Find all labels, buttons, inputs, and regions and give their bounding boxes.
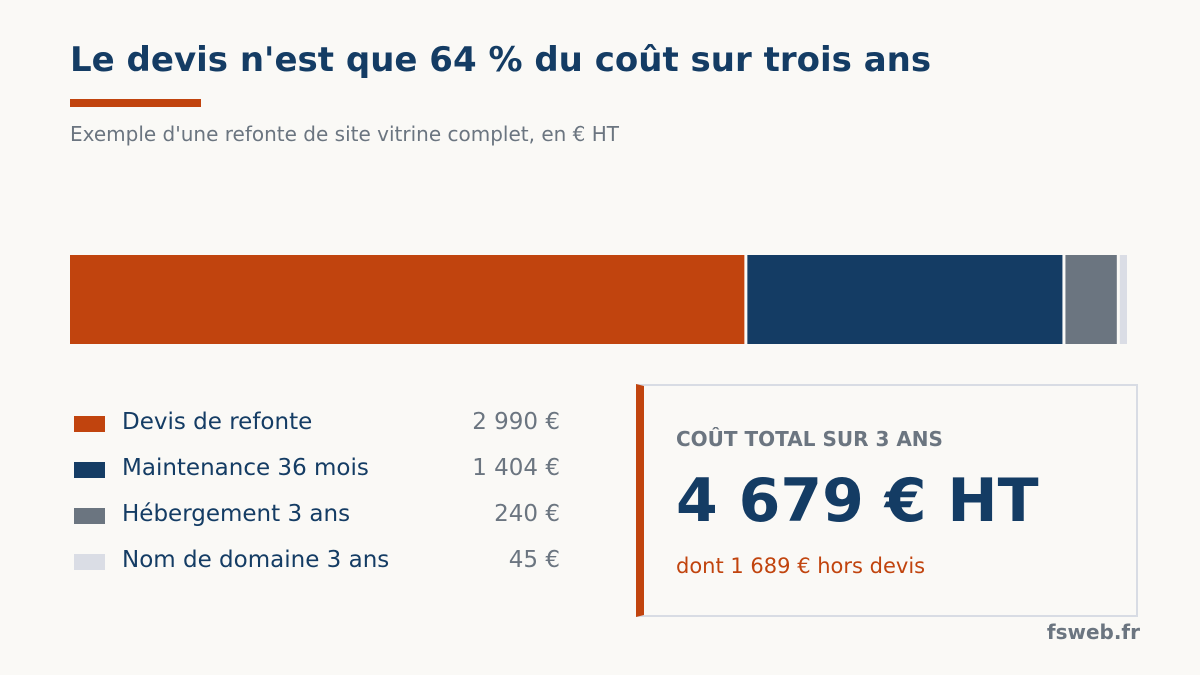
total-cost-label: COÛT TOTAL SUR 3 ANS	[676, 427, 943, 451]
chart-title: Le devis n'est que 64 % du coût sur troi…	[70, 40, 932, 80]
legend-value: 240 €	[494, 501, 560, 527]
legend-value: 2 990 €	[472, 409, 560, 435]
legend: Devis de refonte 2 990 € Maintenance 36 …	[74, 402, 564, 586]
legend-value: 45 €	[508, 547, 560, 573]
legend-item: Nom de domaine 3 ans 45 €	[74, 540, 564, 586]
title-underline	[70, 99, 201, 107]
legend-swatch	[74, 416, 105, 432]
bar-segment-hosting	[1065, 255, 1117, 344]
stacked-bar-chart	[70, 255, 1127, 344]
bar-segment-domain	[1119, 255, 1127, 344]
total-cost-card: COÛT TOTAL SUR 3 ANS 4 679 € HT dont 1 6…	[636, 384, 1138, 617]
legend-item: Hébergement 3 ans 240 €	[74, 494, 564, 540]
legend-label: Devis de refonte	[122, 409, 313, 435]
total-cost-value: 4 679 € HT	[676, 466, 1039, 536]
legend-item: Devis de refonte 2 990 €	[74, 402, 564, 448]
off-quote-note: dont 1 689 € hors devis	[676, 554, 926, 578]
legend-swatch	[74, 508, 105, 524]
legend-item: Maintenance 36 mois 1 404 €	[74, 448, 564, 494]
legend-label: Hébergement 3 ans	[122, 501, 351, 527]
legend-value: 1 404 €	[472, 455, 560, 481]
legend-swatch	[74, 554, 105, 570]
legend-label: Nom de domaine 3 ans	[122, 547, 390, 573]
bar-segment-maintenance	[747, 255, 1063, 344]
legend-swatch	[74, 462, 105, 478]
legend-label: Maintenance 36 mois	[122, 455, 369, 481]
chart-subtitle: Exemple d'une refonte de site vitrine co…	[70, 122, 620, 146]
bar-segment-quote	[70, 255, 745, 344]
brand-logo: fsweb.fr	[1046, 620, 1140, 644]
